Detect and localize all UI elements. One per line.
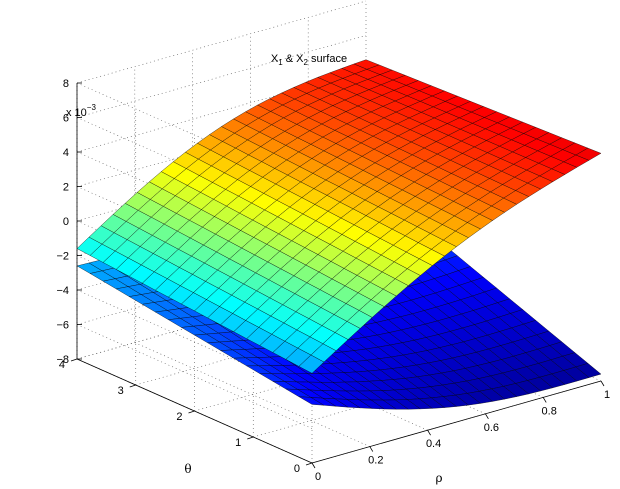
z-tick-label: 8 (63, 78, 69, 90)
grid-line (76, 289, 313, 395)
z-tick-label: −8 (56, 354, 69, 366)
x-tick-label: 0.6 (484, 422, 499, 434)
y-tick-mark (70, 358, 78, 362)
chart-title: X1 & X2 surface (271, 53, 347, 67)
z-tick-label: −6 (56, 320, 69, 332)
grid-line (76, 82, 313, 188)
y-tick-mark (129, 384, 136, 388)
y-tick-label: 2 (176, 411, 182, 423)
surface-patch-x2 (575, 363, 602, 378)
grid-line (76, 324, 313, 429)
x-axis-label: ρ (435, 471, 442, 485)
grid-line (76, 0, 367, 84)
x-tick-mark (427, 429, 431, 436)
y-tick-mark (188, 410, 195, 414)
y-tick-label: 0 (294, 463, 300, 475)
y-tick-label: 1 (235, 437, 241, 449)
x-tick-label: 0.8 (542, 405, 557, 417)
z-tick-label: 2 (63, 182, 69, 194)
y-tick-label: 4 (59, 359, 65, 371)
x-tick-mark (600, 380, 605, 387)
x-tick-label: 0 (315, 471, 321, 483)
z-tick-label: 4 (63, 147, 69, 159)
y-axis-label: θ (184, 462, 191, 476)
z-multiplier: x 10−3 (66, 103, 96, 119)
x-tick-mark (369, 446, 374, 452)
x-tick-label: 0.2 (368, 455, 383, 467)
x-tick-mark (542, 397, 547, 403)
z-tick-label: 6 (63, 113, 69, 125)
x-tick-mark (311, 462, 316, 469)
y-tick-label: 3 (118, 385, 124, 397)
surface-layer (76, 59, 602, 410)
x-axis-line (311, 380, 602, 464)
y-tick-mark (247, 436, 254, 440)
x-tick-label: 0.4 (426, 438, 441, 450)
y-tick-mark (305, 462, 313, 466)
z-tick-label: 0 (63, 216, 69, 228)
x-tick-mark (485, 413, 489, 420)
surface-patch-x1 (575, 147, 602, 161)
x-tick-label: 1 (604, 389, 610, 401)
z-tick-label: −2 (56, 251, 69, 263)
z-tick-label: −4 (56, 285, 69, 297)
